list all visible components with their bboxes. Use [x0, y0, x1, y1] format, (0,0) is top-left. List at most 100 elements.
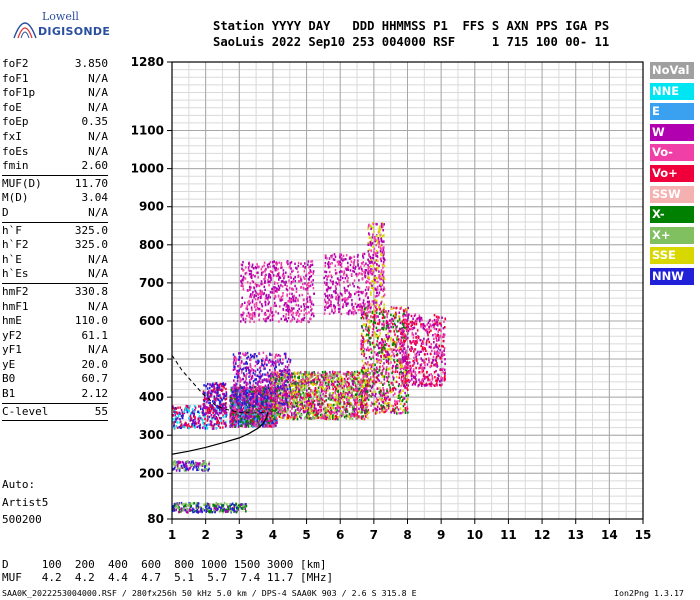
data-point — [301, 402, 303, 405]
data-point — [288, 378, 291, 382]
data-point — [273, 420, 276, 423]
data-point — [330, 398, 333, 401]
data-point — [423, 328, 426, 331]
data-point — [273, 423, 276, 426]
data-point — [277, 353, 280, 357]
data-point — [351, 371, 353, 374]
data-point — [443, 347, 446, 350]
data-point — [297, 391, 300, 395]
data-point — [395, 328, 397, 331]
data-point — [386, 391, 388, 394]
data-point — [395, 354, 398, 357]
data-point — [425, 357, 427, 361]
data-point — [364, 392, 366, 395]
data-point — [324, 381, 327, 385]
data-point — [263, 397, 265, 401]
data-point — [394, 324, 396, 327]
param-row: yF2 61.1 — [2, 329, 108, 344]
data-point — [356, 370, 359, 373]
data-point — [377, 315, 379, 318]
data-point — [249, 422, 251, 425]
data-point — [260, 365, 262, 368]
data-point — [378, 351, 381, 354]
data-point — [398, 394, 400, 397]
data-point — [362, 374, 365, 378]
data-point — [276, 393, 278, 396]
data-point — [349, 375, 351, 378]
data-point — [350, 402, 352, 405]
param-name: yF2 — [2, 328, 22, 342]
data-point — [249, 396, 252, 399]
data-point — [276, 371, 279, 374]
data-point — [254, 370, 257, 373]
param-name: MUF(D) — [2, 176, 42, 190]
data-point — [431, 349, 433, 353]
data-point — [270, 391, 272, 395]
data-point — [281, 373, 284, 376]
data-point — [251, 411, 254, 414]
data-point — [358, 393, 360, 396]
data-point — [385, 321, 388, 324]
data-point — [385, 343, 388, 347]
data-point — [344, 372, 347, 376]
data-point — [361, 385, 364, 389]
data-point — [273, 407, 275, 411]
data-point — [376, 377, 378, 380]
data-point — [362, 343, 364, 347]
data-point — [315, 409, 317, 413]
data-point — [395, 349, 398, 353]
data-point — [279, 379, 282, 383]
data-point — [328, 411, 331, 414]
data-point — [362, 340, 364, 343]
data-point — [277, 394, 280, 397]
data-point — [392, 325, 394, 329]
data-point — [314, 387, 317, 390]
data-point — [263, 378, 266, 381]
data-point — [232, 399, 234, 403]
data-point — [268, 387, 271, 390]
data-point — [245, 415, 247, 418]
data-point — [270, 360, 272, 363]
data-point — [303, 417, 306, 420]
data-point — [254, 399, 257, 403]
data-point — [332, 370, 334, 374]
data-point — [381, 394, 384, 397]
data-point — [399, 366, 402, 370]
data-point — [327, 409, 330, 413]
data-point — [306, 407, 308, 410]
data-point — [404, 319, 406, 322]
data-point — [393, 411, 396, 414]
data-point — [354, 381, 356, 385]
data-point — [286, 392, 288, 396]
data-point — [261, 412, 263, 415]
data-point — [233, 365, 235, 368]
data-point — [345, 373, 348, 376]
data-point — [233, 358, 236, 362]
data-point — [233, 392, 235, 395]
data-point — [365, 325, 367, 328]
data-point — [313, 417, 315, 420]
data-point — [245, 410, 247, 413]
data-point — [277, 385, 279, 388]
data-point — [403, 368, 405, 371]
data-point — [391, 371, 393, 375]
data-point — [234, 367, 236, 371]
data-point — [234, 425, 236, 428]
data-point — [320, 399, 323, 402]
data-point — [268, 396, 271, 399]
data-point — [307, 378, 309, 381]
data-point — [231, 411, 233, 414]
data-point — [242, 415, 244, 418]
data-point — [272, 360, 275, 364]
data-point — [436, 334, 438, 337]
data-point — [283, 402, 286, 406]
data-point — [385, 355, 387, 358]
data-point — [252, 371, 255, 375]
data-point — [240, 412, 243, 416]
param-name: h`E — [2, 252, 22, 266]
data-point — [249, 382, 252, 385]
data-point — [407, 366, 410, 370]
data-point — [407, 353, 410, 356]
data-point — [304, 415, 307, 419]
data-point — [386, 315, 388, 319]
